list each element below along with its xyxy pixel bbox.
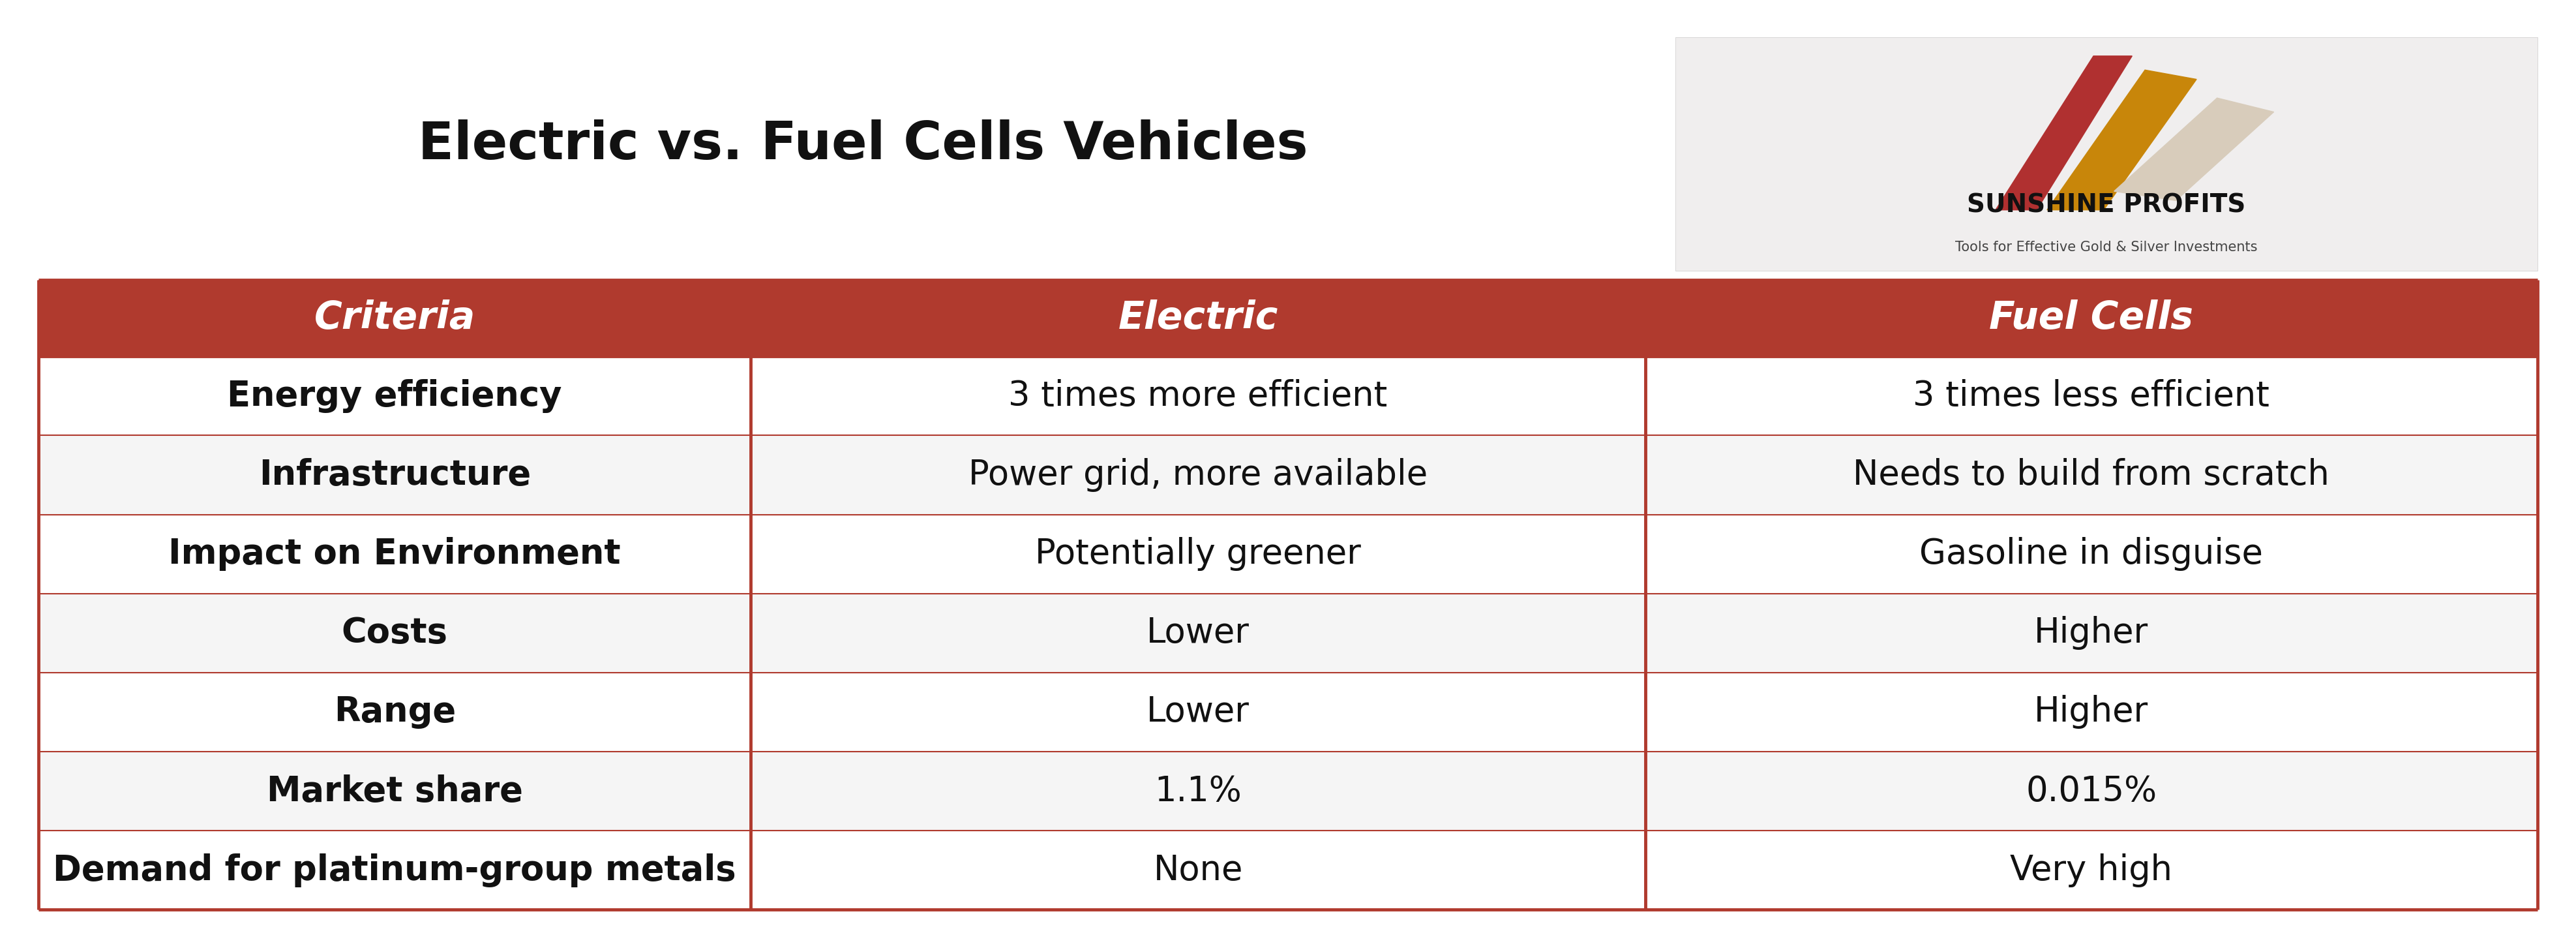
Bar	[39, 514, 2537, 593]
Text: 1.1%: 1.1%	[1154, 774, 1242, 808]
Polygon shape	[2115, 98, 2275, 201]
Text: Lower: Lower	[1146, 695, 1249, 729]
Bar	[39, 436, 2537, 514]
Text: Needs to build from scratch: Needs to build from scratch	[1852, 458, 2329, 492]
Bar	[39, 830, 2537, 910]
Text: Very high: Very high	[2009, 853, 2172, 887]
Bar	[39, 356, 2537, 436]
Text: Demand for platinum-group metals: Demand for platinum-group metals	[54, 853, 737, 887]
Text: Infrastructure: Infrastructure	[258, 458, 531, 492]
Text: Energy efficiency: Energy efficiency	[227, 379, 562, 413]
Text: Electric vs. Fuel Cells Vehicles: Electric vs. Fuel Cells Vehicles	[417, 119, 1309, 170]
Text: Criteria: Criteria	[314, 299, 477, 337]
Text: Electric: Electric	[1118, 299, 1278, 337]
Text: 3 times more efficient: 3 times more efficient	[1010, 379, 1388, 413]
Text: 0.015%: 0.015%	[2025, 774, 2156, 808]
Polygon shape	[1996, 56, 2133, 210]
Text: Higher: Higher	[2035, 695, 2148, 729]
Text: Tools for Effective Gold & Silver Investments: Tools for Effective Gold & Silver Invest…	[1955, 241, 2257, 254]
Text: None: None	[1154, 853, 1242, 887]
Bar	[39, 752, 2537, 830]
Polygon shape	[2048, 70, 2197, 210]
Text: Power grid, more available: Power grid, more available	[969, 458, 1427, 492]
Text: Impact on Environment: Impact on Environment	[167, 537, 621, 571]
Bar	[39, 280, 2537, 356]
Text: Potentially greener: Potentially greener	[1036, 537, 1360, 571]
Text: SUNSHINE PROFITS: SUNSHINE PROFITS	[1968, 193, 2246, 217]
Text: Lower: Lower	[1146, 616, 1249, 650]
Text: Market share: Market share	[265, 774, 523, 808]
Text: Fuel Cells: Fuel Cells	[1989, 299, 2192, 337]
Bar	[1674, 37, 2537, 271]
Bar	[39, 593, 2537, 673]
Text: Range: Range	[335, 695, 456, 729]
Text: Gasoline in disguise: Gasoline in disguise	[1919, 537, 2264, 571]
Text: Costs: Costs	[343, 616, 448, 650]
Text: 3 times less efficient: 3 times less efficient	[1914, 379, 2269, 413]
Text: Higher: Higher	[2035, 616, 2148, 650]
Bar	[39, 673, 2537, 752]
